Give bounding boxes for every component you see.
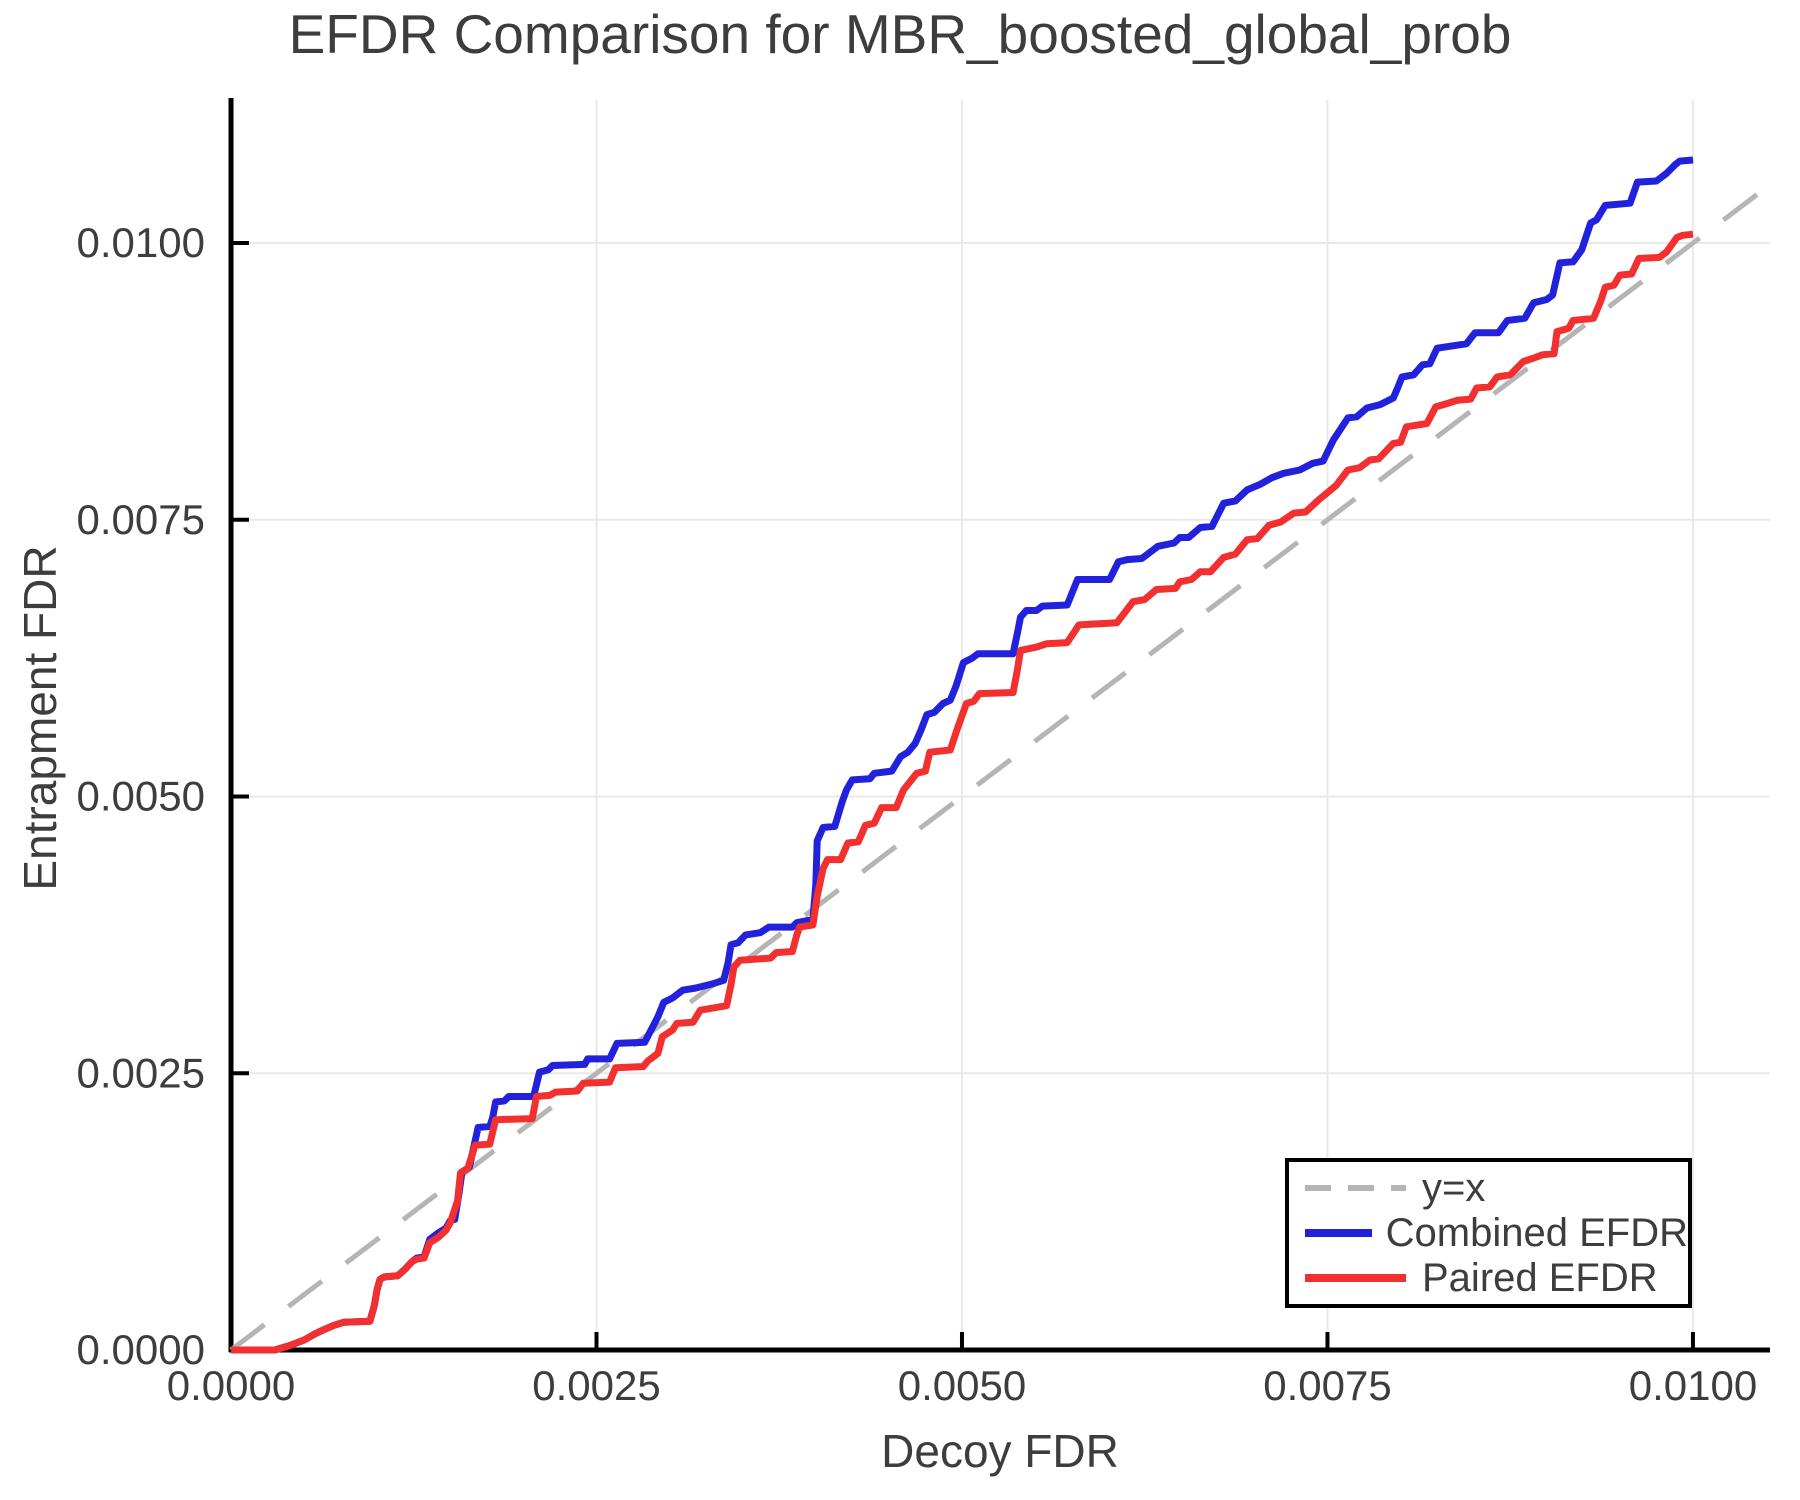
- tick-labels: 0.0000 0.0025 0.0050 0.0075 0.0100 0.0000 0.00…: [77, 219, 1758, 1409]
- y-tick-label: 0.0075: [77, 496, 205, 543]
- legend-entry: y=x: [1303, 1166, 1688, 1211]
- legend: y=x Combined EFDR Paired EFDR: [1285, 1158, 1692, 1308]
- chart-title: EFDR Comparison for MBR_boosted_global_p…: [288, 3, 1512, 65]
- x-tick-label: 0.0100: [1629, 1362, 1757, 1409]
- x-tick-label: 0.0025: [532, 1362, 660, 1409]
- series-line-paired-efdr: [231, 230, 1694, 1354]
- x-tick-label: 0.0075: [1263, 1362, 1391, 1409]
- y-tick-label: 0.0025: [77, 1049, 205, 1096]
- legend-entry: Paired EFDR: [1303, 1256, 1688, 1301]
- legend-label: Combined EFDR: [1385, 1210, 1688, 1255]
- axes-spines: [228, 98, 1770, 1353]
- legend-line-sample: [1305, 1185, 1406, 1191]
- data-series: [229, 156, 1772, 1354]
- x-tick-label: 0.0000: [167, 1362, 295, 1409]
- y-tick-label: 0.0100: [77, 219, 205, 266]
- legend-label: y=x: [1422, 1165, 1486, 1210]
- y-tick-label: 0.0000: [77, 1326, 205, 1373]
- x-tick-label: 0.0050: [898, 1362, 1026, 1409]
- series-line-y-x: [229, 182, 1772, 1352]
- legend-line-sample: [1305, 1229, 1372, 1237]
- legend-label: Paired EFDR: [1422, 1255, 1658, 1300]
- legend-entry: Combined EFDR: [1303, 1211, 1688, 1256]
- x-axis-label: Decoy FDR: [881, 1425, 1119, 1477]
- y-tick-label: 0.0050: [77, 773, 205, 820]
- legend-line-sample: [1305, 1274, 1406, 1282]
